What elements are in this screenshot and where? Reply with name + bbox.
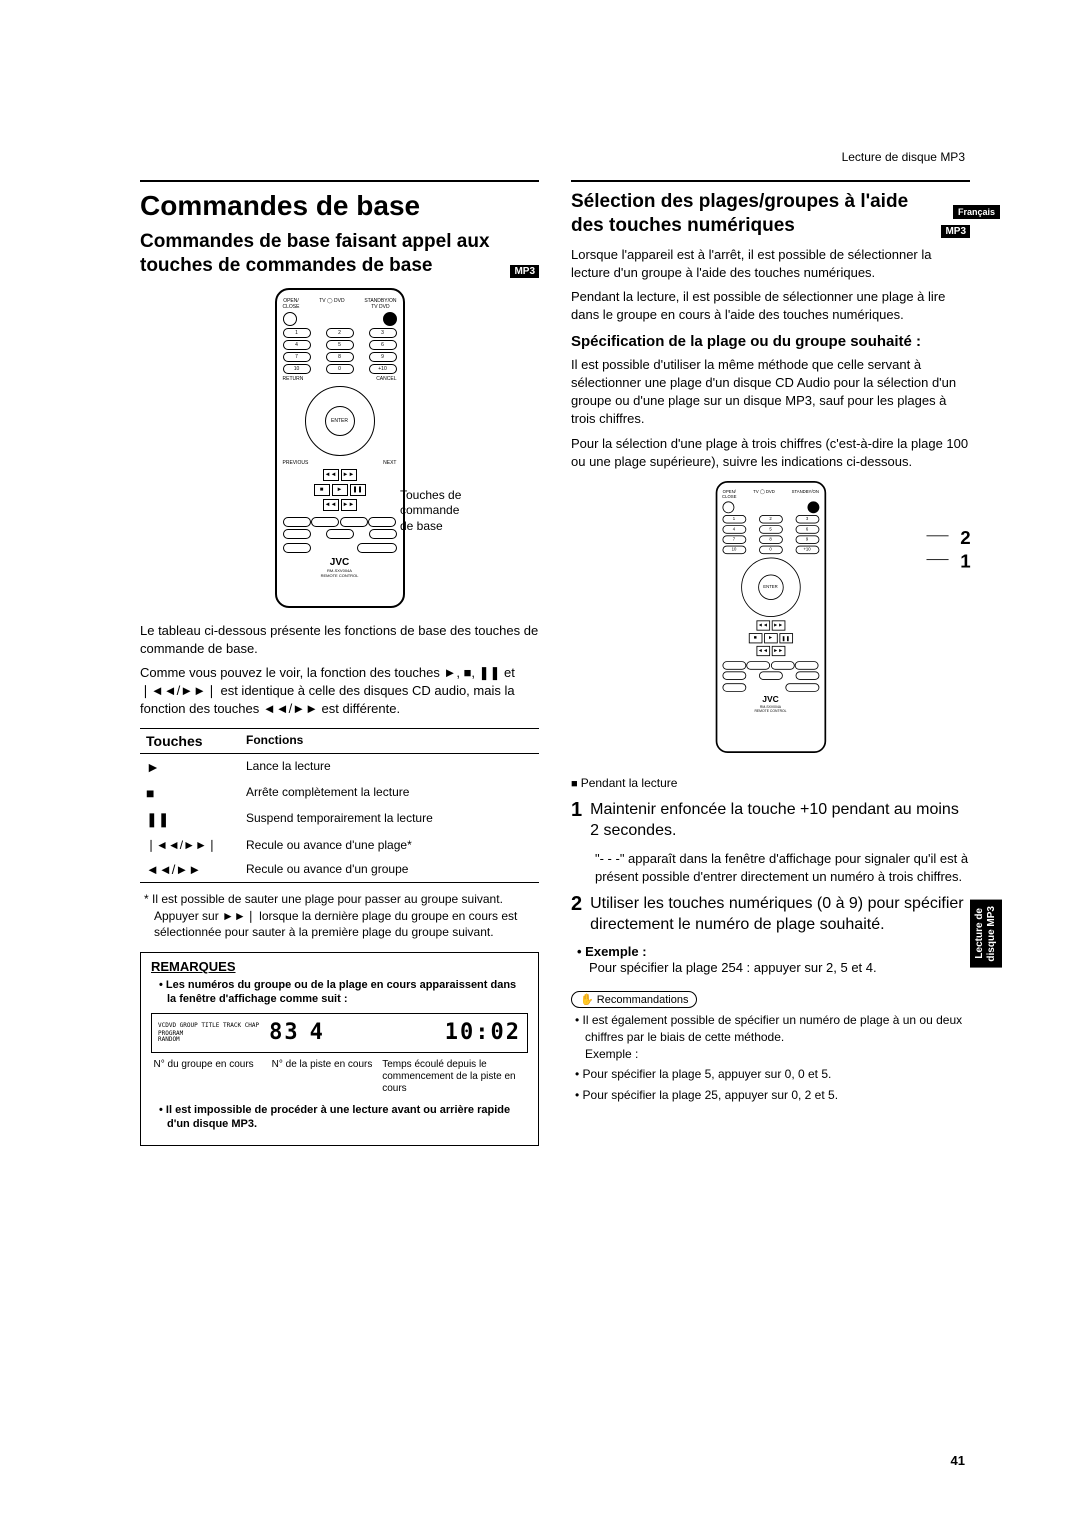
remarque-item-1: Les numéros du groupe ou de la plage en … [159,978,528,1007]
display-caption-3: Temps écoulé depuis le commencement de l… [382,1059,525,1095]
table-header-touches: Touches [146,733,246,749]
header-breadcrumb: Lecture de disque MP3 [842,150,965,164]
table-row: ◄◄/►►Recule ou avance d'un groupe [140,857,539,882]
right-subheading: Sélection des plages/groupes à l'aide de… [571,190,935,238]
right-para-1: Lorsque l'appareil est à l'arrêt, il est… [571,246,970,282]
step-1-note: "- - -" apparaît dans la fenêtre d'affic… [595,850,970,886]
display-caption-2: N° de la piste en cours [272,1059,378,1095]
step-2: 2 Utiliser les touches numériques (0 à 9… [571,894,970,936]
language-badge: Français [953,205,1000,219]
table-row: ■Arrête complètement la lecture [140,780,539,806]
table-footnote: * Il est possible de sauter une plage po… [140,891,539,940]
right-para-4: Pour la sélection d'une plage à trois ch… [571,435,970,471]
pendant-lecture-label: Pendant la lecture [571,775,970,792]
display-caption-1: N° du groupe en cours [154,1059,267,1095]
recommendations-badge: ✋ Recommandations [571,991,697,1008]
page-number: 41 [951,1453,965,1468]
callout-1: 1 [960,551,970,573]
remarque-item-2: Il est impossible de procéder à une lect… [159,1103,528,1132]
remote-callout-label: Touches de commande de base [400,488,461,535]
recommendations-list: Il est également possible de spécifier u… [571,1012,970,1104]
intro-para-1: Le tableau ci-dessous présente les fonct… [140,622,539,658]
remote-illustration-small: OPEN/CLOSETV ◯ DVDSTANDBY/ON 123 456 789… [601,481,940,719]
step-2-text: Utiliser les touches numériques (0 à 9) … [590,894,970,936]
step-number: 2 [571,894,582,936]
right-para-2: Pendant la lecture, il est possible de s… [571,288,970,324]
table-header-fonctions: Fonctions [246,733,533,749]
table-row: ❘◄◄/►►❘Recule ou avance d'une plage* [140,833,539,857]
callout-2: 2 [960,527,970,549]
remote-illustration: OPEN/CLOSETV ◯ DVDSTANDBY/ONTV DVD 123 4… [140,288,539,608]
functions-table: Touches Fonctions ►Lance la lecture ■Arr… [140,728,539,883]
left-subheading: Commandes de base faisant appel aux touc… [140,230,504,278]
reco-item: Il est également possible de spécifier u… [585,1012,970,1062]
reco-item: Pour spécifier la plage 25, appuyer sur … [585,1087,970,1104]
example-heading: • Exemple : [577,944,970,959]
main-heading: Commandes de base [140,190,539,222]
step-1: 1 Maintenir enfoncée la touche +10 penda… [571,800,970,842]
mp3-badge: MP3 [510,265,539,278]
example-text: Pour spécifier la plage 254 : appuyer su… [589,959,970,977]
intro-para-2: Comme vous pouvez le voir, la fonction d… [140,664,539,719]
spec-subhead: Spécification de la plage ou du groupe s… [571,332,970,352]
table-row: ►Lance la lecture [140,754,539,780]
table-row: ❚❚Suspend temporairement la lecture [140,806,539,833]
mp3-badge: MP3 [941,225,970,238]
right-column: Sélection des plages/groupes à l'aide de… [571,180,970,1146]
remarques-box: REMARQUES Les numéros du groupe ou de la… [140,952,539,1146]
display-panel-illustration: VCDVD GROUP TITLE TRACK CHAP PROGRAM RAN… [151,1013,528,1053]
side-tab: Lecture de disque MP3 [970,900,1002,968]
step-1-text: Maintenir enfoncée la touche +10 pendant… [590,800,970,842]
remarques-title: REMARQUES [151,959,528,974]
left-column: Commandes de base Commandes de base fais… [140,180,539,1146]
step-number: 1 [571,800,582,842]
reco-item: Pour spécifier la plage 5, appuyer sur 0… [585,1066,970,1083]
right-para-3: Il est possible d'utiliser la même métho… [571,356,970,429]
